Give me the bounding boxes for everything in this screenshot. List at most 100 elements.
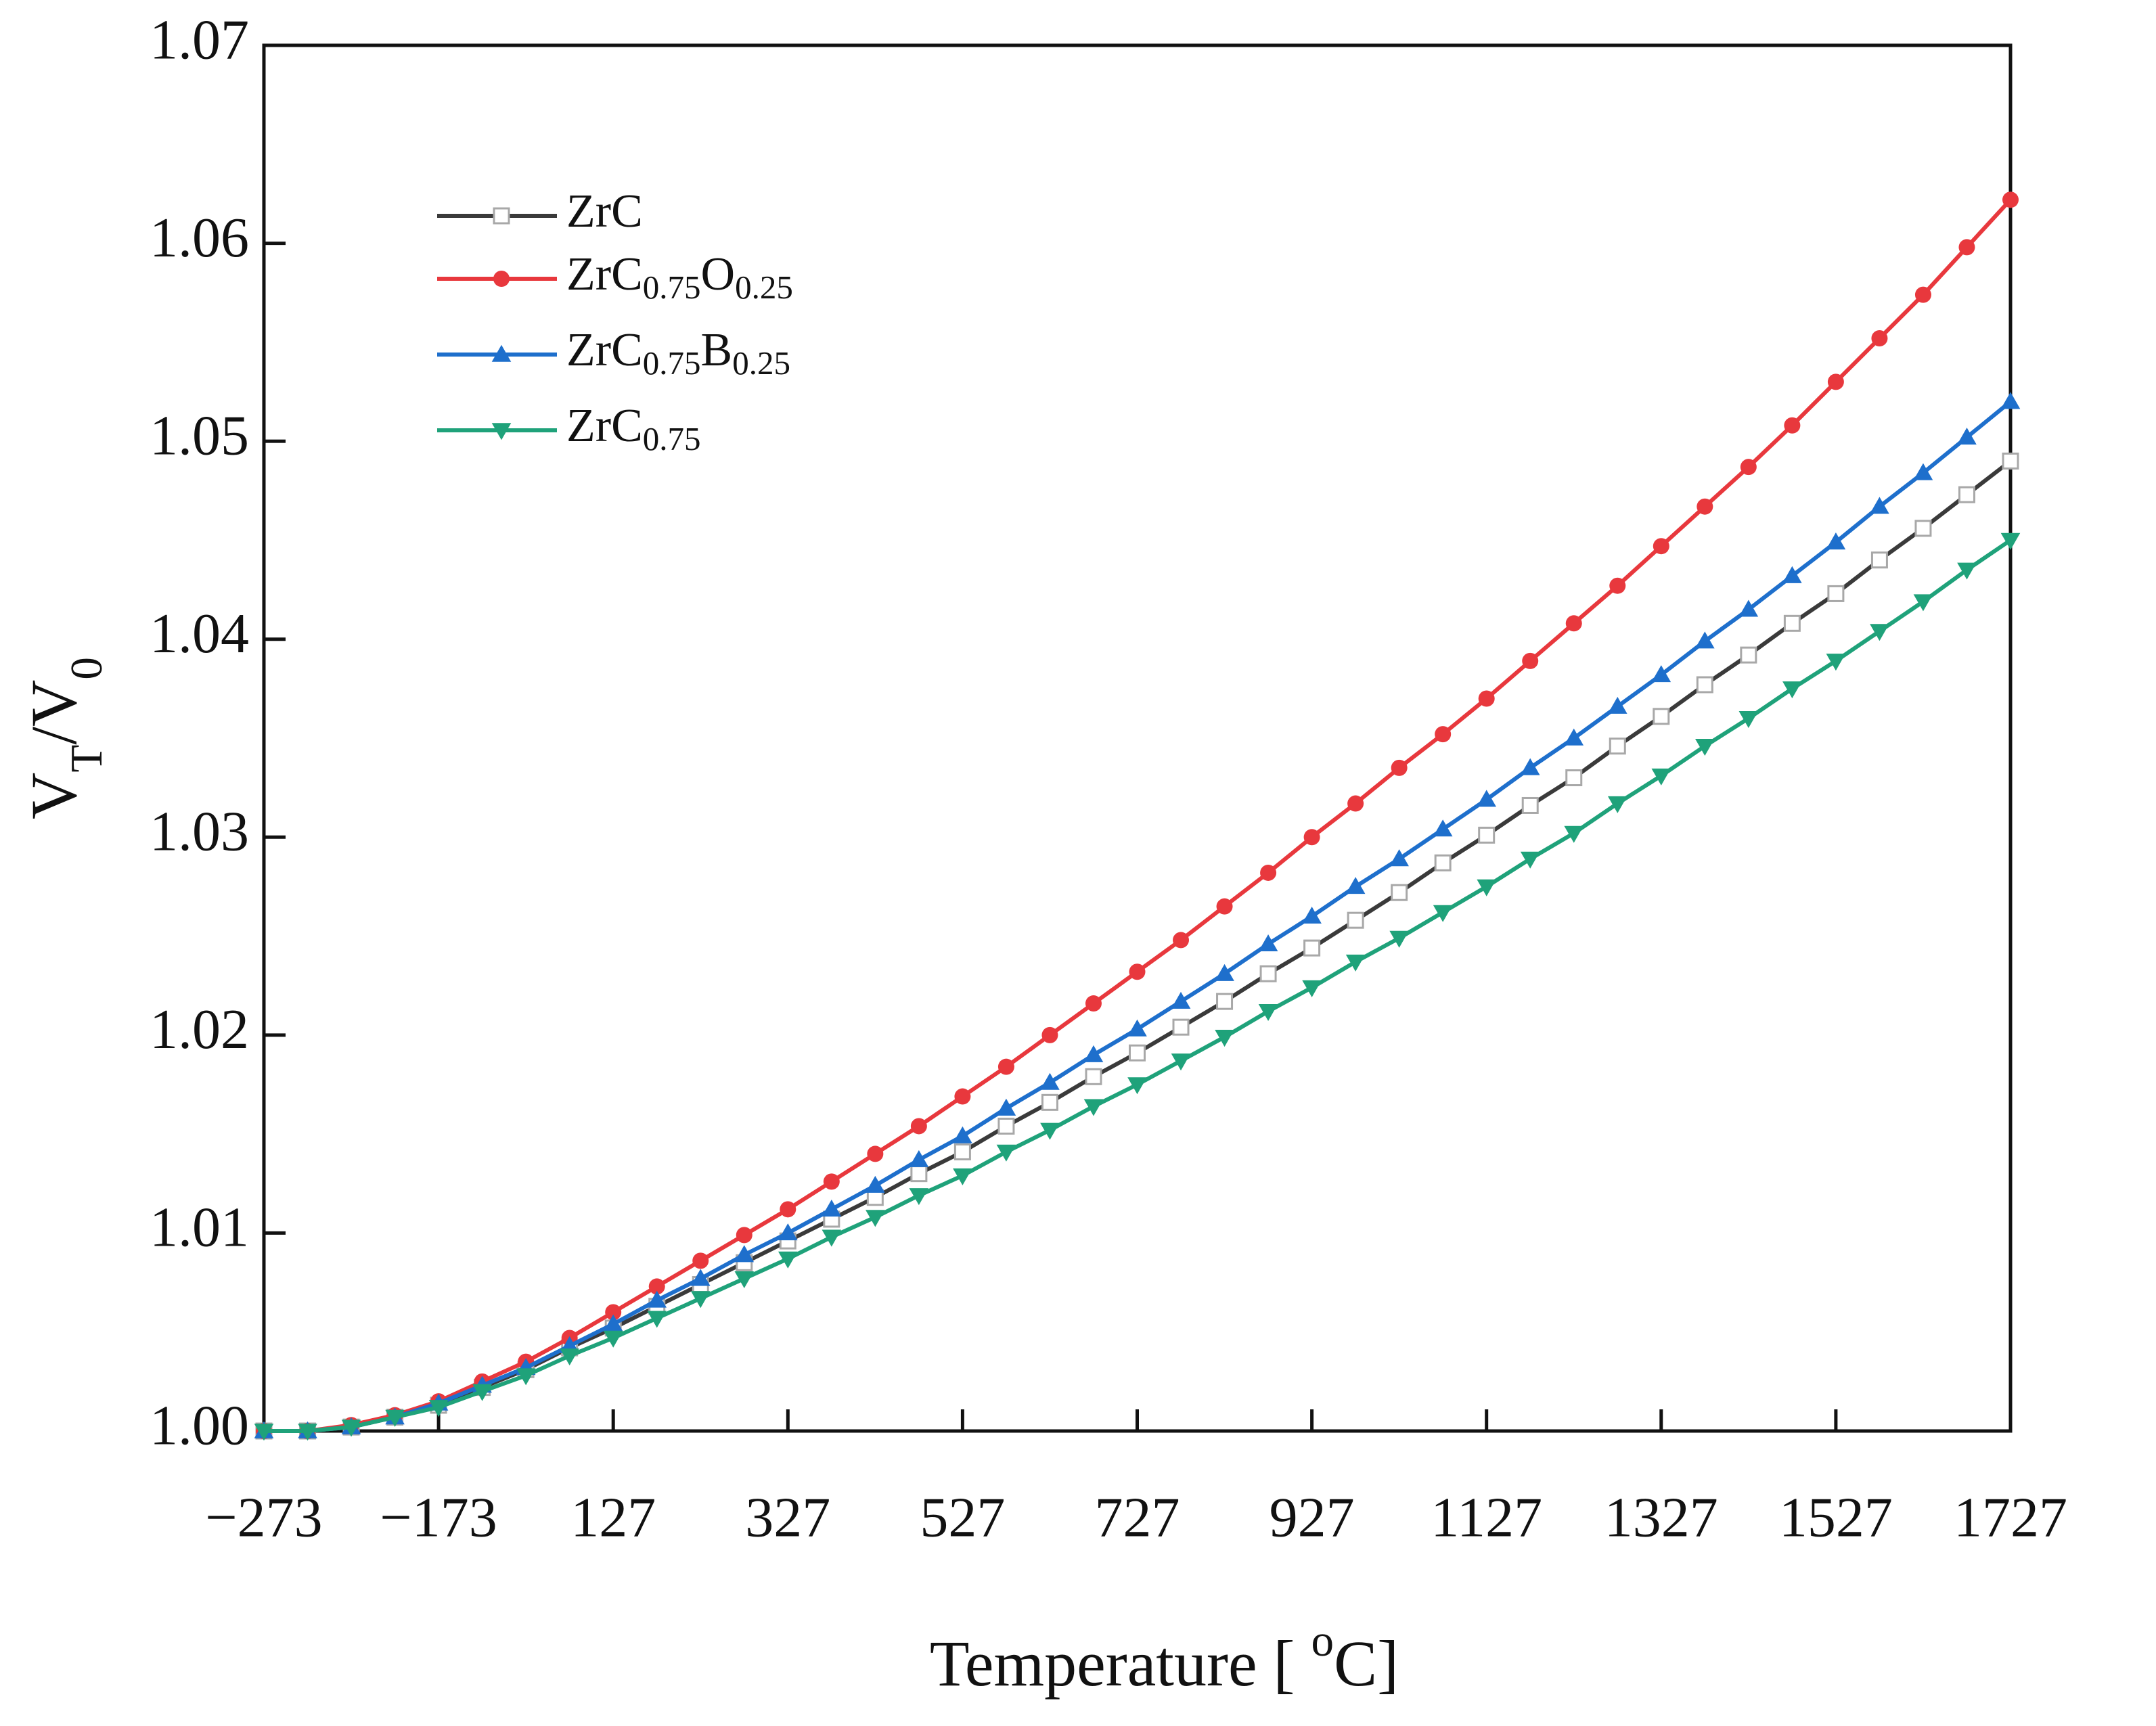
marker xyxy=(1651,768,1671,786)
marker xyxy=(647,1290,667,1308)
marker xyxy=(560,1348,579,1366)
marker xyxy=(1782,681,1802,699)
marker xyxy=(1303,939,1321,957)
marker xyxy=(516,1368,536,1386)
marker xyxy=(910,1165,928,1183)
marker xyxy=(867,1145,884,1162)
y-tick-label: 1.00 xyxy=(150,1394,249,1457)
marker xyxy=(1784,417,1801,434)
x-tick-label: 127 xyxy=(570,1486,656,1549)
y-tick-label: 1.02 xyxy=(150,998,249,1061)
marker xyxy=(1303,829,1320,846)
marker xyxy=(1085,1068,1102,1085)
marker xyxy=(1347,795,1364,812)
marker xyxy=(491,423,512,440)
x-tick-label: 327 xyxy=(745,1486,830,1549)
marker xyxy=(2002,191,2019,208)
marker xyxy=(1347,911,1364,929)
y-tick-label: 1.04 xyxy=(150,602,249,665)
marker xyxy=(1127,1077,1147,1095)
marker xyxy=(428,1400,449,1417)
marker xyxy=(1958,239,1975,256)
x-tick-label: 927 xyxy=(1270,1486,1355,1549)
marker xyxy=(1389,849,1409,867)
marker xyxy=(472,1384,492,1401)
marker xyxy=(1695,631,1715,649)
marker xyxy=(909,1188,929,1206)
marker xyxy=(1129,963,1146,980)
marker xyxy=(1085,995,1102,1012)
marker xyxy=(1041,1093,1058,1111)
marker xyxy=(493,271,510,287)
marker xyxy=(1127,1019,1147,1037)
y-axis-label: VT/V0 xyxy=(18,657,112,819)
marker xyxy=(1345,877,1366,894)
marker xyxy=(997,1058,1014,1075)
marker xyxy=(1913,463,1933,480)
marker xyxy=(1870,551,1888,569)
marker xyxy=(1653,708,1670,725)
marker xyxy=(954,1088,971,1105)
marker xyxy=(690,1269,711,1286)
marker xyxy=(493,207,510,225)
x-axis-label-part: C] xyxy=(1334,1627,1399,1700)
marker xyxy=(1478,690,1495,707)
marker xyxy=(1260,864,1277,881)
marker xyxy=(736,1227,753,1244)
legend-label: ZrC0.75 xyxy=(566,400,701,457)
marker xyxy=(1564,825,1584,843)
marker xyxy=(734,1245,755,1263)
marker xyxy=(1827,585,1845,602)
marker xyxy=(1389,930,1409,948)
marker xyxy=(1740,459,1757,476)
series xyxy=(254,532,2021,1441)
y-axis-label-part: T xyxy=(61,745,112,773)
marker xyxy=(1522,652,1539,669)
marker xyxy=(1041,1026,1058,1043)
series xyxy=(256,191,2019,1439)
marker xyxy=(2002,452,2019,470)
marker xyxy=(2000,532,2021,550)
marker xyxy=(603,1314,623,1332)
marker xyxy=(1738,599,1759,617)
y-tick-label: 1.06 xyxy=(150,206,249,269)
marker xyxy=(254,1424,274,1441)
marker xyxy=(341,1420,361,1437)
marker xyxy=(648,1278,665,1295)
marker xyxy=(1958,486,1975,503)
marker xyxy=(1738,711,1759,729)
y-tick-label: 1.01 xyxy=(150,1196,249,1259)
marker xyxy=(1215,963,1234,981)
marker xyxy=(1565,615,1582,632)
marker xyxy=(866,1175,885,1193)
marker xyxy=(1172,1018,1190,1036)
marker xyxy=(1477,879,1496,896)
marker xyxy=(1433,905,1453,922)
x-tick-label: 727 xyxy=(1095,1486,1180,1549)
marker xyxy=(1521,796,1539,814)
y-tick-label: 1.03 xyxy=(150,800,249,863)
marker xyxy=(778,1223,798,1241)
marker xyxy=(997,1117,1015,1135)
marker xyxy=(1391,759,1408,776)
x-tick-label: 1727 xyxy=(1954,1486,2067,1549)
series-line xyxy=(264,538,2012,1433)
x-tick-label: −173 xyxy=(380,1486,497,1549)
marker xyxy=(1871,330,1888,347)
marker xyxy=(1216,993,1234,1010)
marker xyxy=(385,1409,405,1427)
plot-frame xyxy=(262,43,2013,1433)
marker xyxy=(734,1271,755,1289)
marker xyxy=(491,344,512,362)
marker xyxy=(778,1251,798,1269)
x-tick-label: 1527 xyxy=(1779,1486,1893,1549)
x-tick-label: 527 xyxy=(920,1486,1005,1549)
series-line xyxy=(264,400,2012,1433)
marker xyxy=(1302,907,1322,924)
marker xyxy=(1435,726,1452,743)
marker xyxy=(2000,392,2021,409)
marker xyxy=(1697,498,1713,515)
marker xyxy=(1173,932,1190,949)
